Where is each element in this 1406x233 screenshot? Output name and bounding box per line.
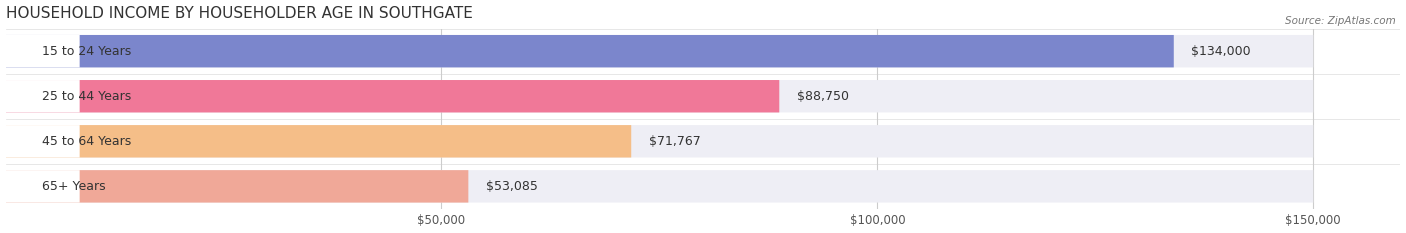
FancyBboxPatch shape: [6, 35, 1313, 67]
Text: $88,750: $88,750: [797, 90, 849, 103]
Text: Source: ZipAtlas.com: Source: ZipAtlas.com: [1285, 16, 1396, 26]
Text: 15 to 24 Years: 15 to 24 Years: [42, 45, 131, 58]
Text: 25 to 44 Years: 25 to 44 Years: [42, 90, 131, 103]
Text: 45 to 64 Years: 45 to 64 Years: [42, 135, 131, 148]
FancyBboxPatch shape: [6, 80, 1313, 113]
Text: 65+ Years: 65+ Years: [42, 180, 105, 193]
Text: $134,000: $134,000: [1191, 45, 1251, 58]
Text: HOUSEHOLD INCOME BY HOUSEHOLDER AGE IN SOUTHGATE: HOUSEHOLD INCOME BY HOUSEHOLDER AGE IN S…: [6, 6, 472, 21]
FancyBboxPatch shape: [6, 170, 468, 202]
FancyBboxPatch shape: [6, 170, 1313, 202]
FancyBboxPatch shape: [6, 35, 80, 67]
FancyBboxPatch shape: [6, 125, 80, 158]
Text: $71,767: $71,767: [648, 135, 700, 148]
FancyBboxPatch shape: [6, 170, 80, 202]
FancyBboxPatch shape: [6, 125, 1313, 158]
FancyBboxPatch shape: [6, 80, 779, 113]
FancyBboxPatch shape: [6, 35, 1174, 67]
FancyBboxPatch shape: [6, 125, 631, 158]
FancyBboxPatch shape: [6, 80, 80, 113]
Text: $53,085: $53,085: [486, 180, 537, 193]
